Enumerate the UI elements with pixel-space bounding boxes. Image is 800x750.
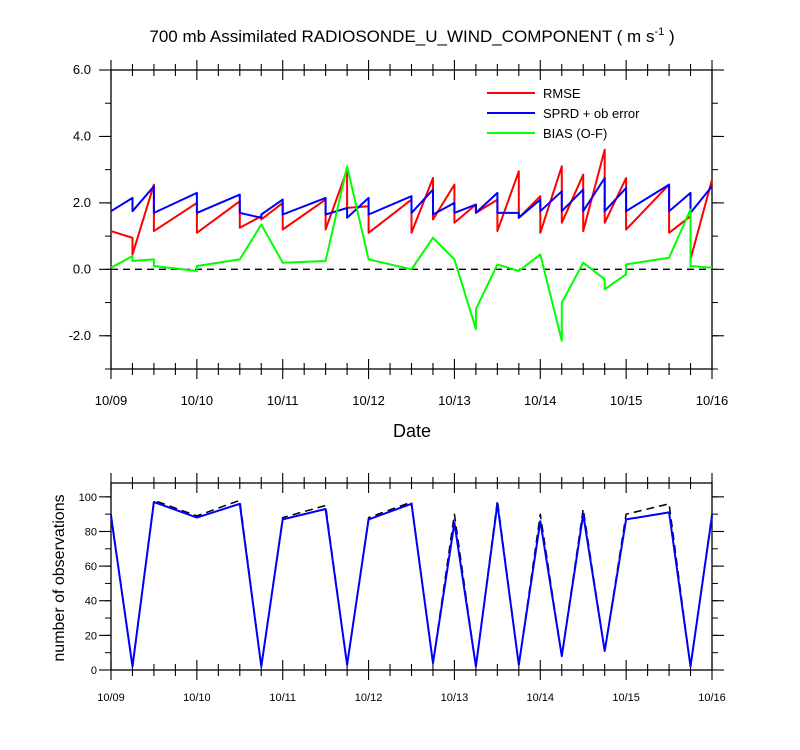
y-tick-label: 0: [91, 665, 97, 677]
x-tick-label: 10/13: [441, 692, 469, 704]
x-tick-label: 10/15: [612, 692, 640, 704]
x-tick-label: 10/12: [352, 393, 385, 408]
chart-title-text: 700 mb Assimilated RADIOSONDE_U_WIND_COM…: [149, 27, 654, 46]
y-tick-label: 0.0: [73, 261, 91, 276]
series-line-observations-assimilated: [110, 501, 713, 668]
series-line-bias-o-f: [110, 165, 713, 342]
x-tick-label: 10/11: [269, 692, 296, 704]
bottom-y-axis-label: number of observations: [51, 494, 68, 661]
legend-label: SPRD + ob error: [543, 106, 640, 121]
x-tick-label: 10/13: [438, 393, 471, 408]
chart-title-close: ): [664, 27, 674, 46]
y-tick-label: 60: [85, 561, 97, 573]
series-line-observations-possible: [110, 499, 713, 668]
y-tick-label: 20: [85, 630, 97, 642]
y-tick-label: -2.0: [69, 328, 91, 343]
x-tick-label: 10/09: [97, 692, 125, 704]
legend-label: RMSE: [543, 86, 581, 101]
bottom-chart: 10/09 10/10 10/11 10/12 10/13 10/14 10/15 10/16…: [79, 473, 726, 704]
chart-title: 700 mb Assimilated RADIOSONDE_U_WIND_COM…: [149, 26, 674, 46]
top-chart: 10/09 10/10 10/11 10/12 10/13 10/14 10/15 10/16…: [69, 60, 729, 408]
top-x-axis-label: Date: [393, 421, 431, 441]
y-tick-label: 40: [85, 596, 97, 608]
y-tick-label: 100: [79, 492, 97, 504]
x-tick-label: 10/10: [183, 692, 211, 704]
legend-label: BIAS (O-F): [543, 126, 607, 141]
x-tick-label: 10/15: [610, 393, 643, 408]
y-tick-label: 6.0: [73, 62, 91, 77]
x-tick-label: 10/11: [267, 393, 299, 408]
y-tick-label: 2.0: [73, 195, 91, 210]
series-line-sprd-ob-error: [110, 177, 713, 219]
x-tick-label: 10/14: [527, 692, 555, 704]
x-tick-label: 10/12: [355, 692, 383, 704]
x-tick-label: 10/16: [696, 393, 729, 408]
chart-title-exponent: -1: [654, 26, 664, 38]
x-tick-label: 10/09: [95, 393, 128, 408]
x-tick-label: 10/10: [181, 393, 214, 408]
y-tick-label: 4.0: [73, 128, 91, 143]
y-tick-label: 80: [85, 526, 97, 538]
x-tick-label: 10/16: [698, 692, 726, 704]
x-tick-label: 10/14: [524, 393, 557, 408]
